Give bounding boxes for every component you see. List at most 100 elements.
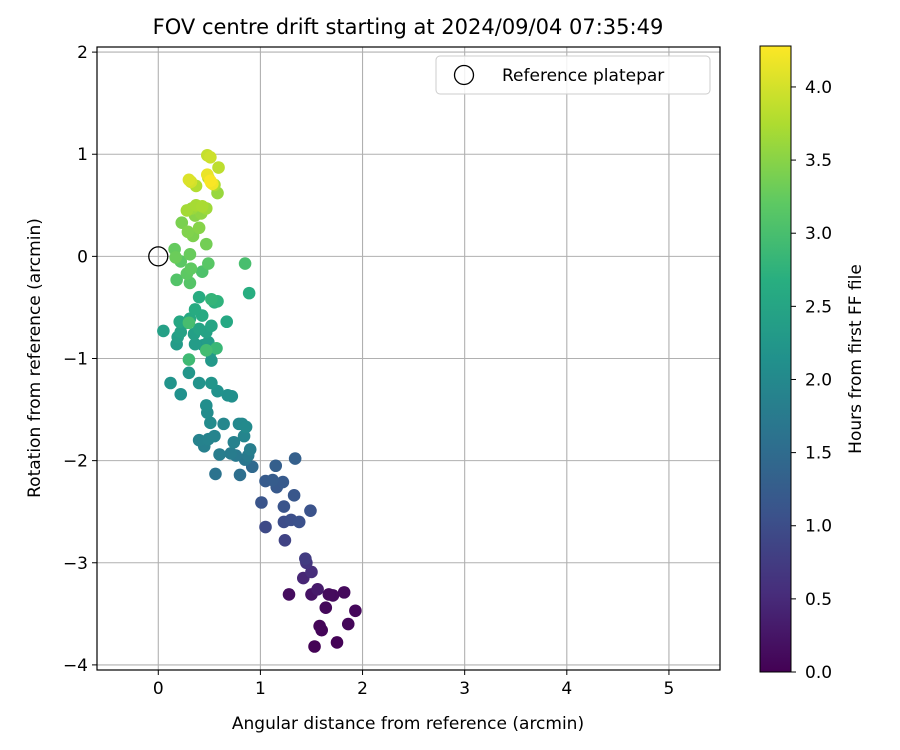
data-point — [182, 366, 196, 380]
data-point — [349, 604, 362, 618]
legend: Reference platepar — [435, 55, 711, 95]
colorbar-tick-label: 3.0 — [805, 224, 832, 244]
reference-marker-group — [148, 246, 169, 267]
data-point — [233, 468, 247, 482]
data-point — [212, 161, 225, 174]
data-point — [195, 200, 209, 213]
data-point — [287, 489, 301, 502]
data-point — [181, 225, 195, 239]
data-point — [192, 376, 206, 390]
colorbar: 0.0 0.5 1.0 1.5 2.0 2.5 3.0 3.5 4.0 Hours from f… — [759, 45, 866, 683]
data-point — [277, 500, 291, 513]
data-point — [192, 290, 206, 304]
data-point — [217, 417, 230, 431]
data-point — [175, 216, 189, 229]
data-point — [182, 316, 196, 330]
colorbar-tick-label: 0.0 — [805, 663, 832, 683]
data-point — [221, 388, 235, 402]
data-point — [210, 341, 223, 355]
data-point — [276, 475, 290, 489]
colorbar-gradient — [759, 45, 792, 673]
data-point — [266, 473, 279, 487]
data-point — [182, 173, 196, 187]
data-point — [204, 151, 217, 164]
legend-entry-reference-platepar: Reference platepar — [502, 66, 664, 86]
data-point — [164, 376, 177, 390]
data-point — [322, 588, 336, 601]
data-point — [183, 248, 197, 261]
data-point — [170, 273, 183, 287]
data-point — [311, 583, 324, 596]
y-tick-label: −2 — [63, 452, 88, 472]
data-point — [204, 416, 217, 430]
y-tick-label: −3 — [63, 554, 88, 574]
data-point — [192, 322, 206, 336]
colorbar-tick-label: 1.0 — [805, 517, 832, 537]
data-point — [182, 353, 196, 366]
x-tick-label: 3 — [459, 679, 470, 699]
data-point — [278, 533, 292, 547]
data-point — [205, 376, 218, 390]
data-point — [199, 344, 213, 357]
data-point — [199, 399, 213, 412]
data-point — [224, 447, 238, 460]
colorbar-tick-label: 4.0 — [805, 78, 832, 98]
data-point — [180, 204, 194, 217]
data-point — [204, 174, 217, 188]
colorbar-label: Hours from first FF file — [846, 264, 866, 454]
data-point — [173, 315, 187, 329]
x-tick-label: 1 — [255, 679, 266, 699]
colorbar-tick-label: 3.5 — [805, 151, 832, 171]
x-tick-label: 4 — [561, 679, 572, 699]
colorbar-tick-label: 0.5 — [805, 590, 832, 610]
data-point — [209, 467, 222, 481]
data-point — [337, 586, 351, 599]
data-point — [299, 552, 312, 565]
data-point — [269, 459, 283, 473]
data-point — [174, 325, 188, 339]
data-point — [292, 515, 306, 529]
y-tick-label: 1 — [77, 145, 88, 165]
data-point — [199, 237, 213, 251]
data-point — [308, 640, 321, 653]
data-point — [282, 588, 296, 601]
data-point — [313, 619, 326, 633]
y-axis-label: Rotation from reference (arcmin) — [25, 218, 45, 498]
data-point — [157, 324, 170, 338]
data-point — [319, 601, 333, 614]
data-point — [255, 496, 268, 509]
data-point — [239, 420, 253, 434]
chart-title: FOV centre drift starting at 2024/09/04 … — [153, 15, 664, 39]
y-tick-label: −1 — [63, 350, 88, 370]
data-point — [305, 565, 318, 579]
data-point — [184, 262, 198, 275]
data-point — [208, 429, 221, 443]
data-point — [188, 303, 202, 316]
x-tick-label: 2 — [357, 679, 368, 699]
reference-platepar-marker — [148, 246, 169, 267]
data-point — [243, 443, 257, 456]
data-point — [169, 251, 182, 264]
y-tick-label: −4 — [63, 656, 88, 676]
data-point — [304, 504, 317, 517]
y-tick-label: 2 — [77, 43, 88, 63]
data-points — [157, 148, 362, 653]
plot-frame — [96, 46, 721, 671]
data-point — [259, 520, 272, 534]
data-point — [202, 257, 215, 270]
data-point — [192, 221, 206, 235]
colorbar-tick-label: 2.5 — [805, 297, 832, 317]
data-point — [205, 292, 218, 306]
data-point — [205, 319, 218, 333]
data-point — [242, 286, 256, 300]
legend-box — [435, 55, 711, 95]
data-point — [192, 433, 206, 447]
data-point — [213, 448, 226, 461]
colorbar-tick-label: 2.0 — [805, 370, 832, 390]
x-tick-label: 5 — [664, 679, 675, 699]
data-point — [220, 315, 234, 329]
data-point — [288, 452, 302, 465]
x-tick-label: 0 — [153, 679, 164, 699]
y-axis: −4 −3 −2 −1 0 1 2 — [63, 43, 97, 676]
